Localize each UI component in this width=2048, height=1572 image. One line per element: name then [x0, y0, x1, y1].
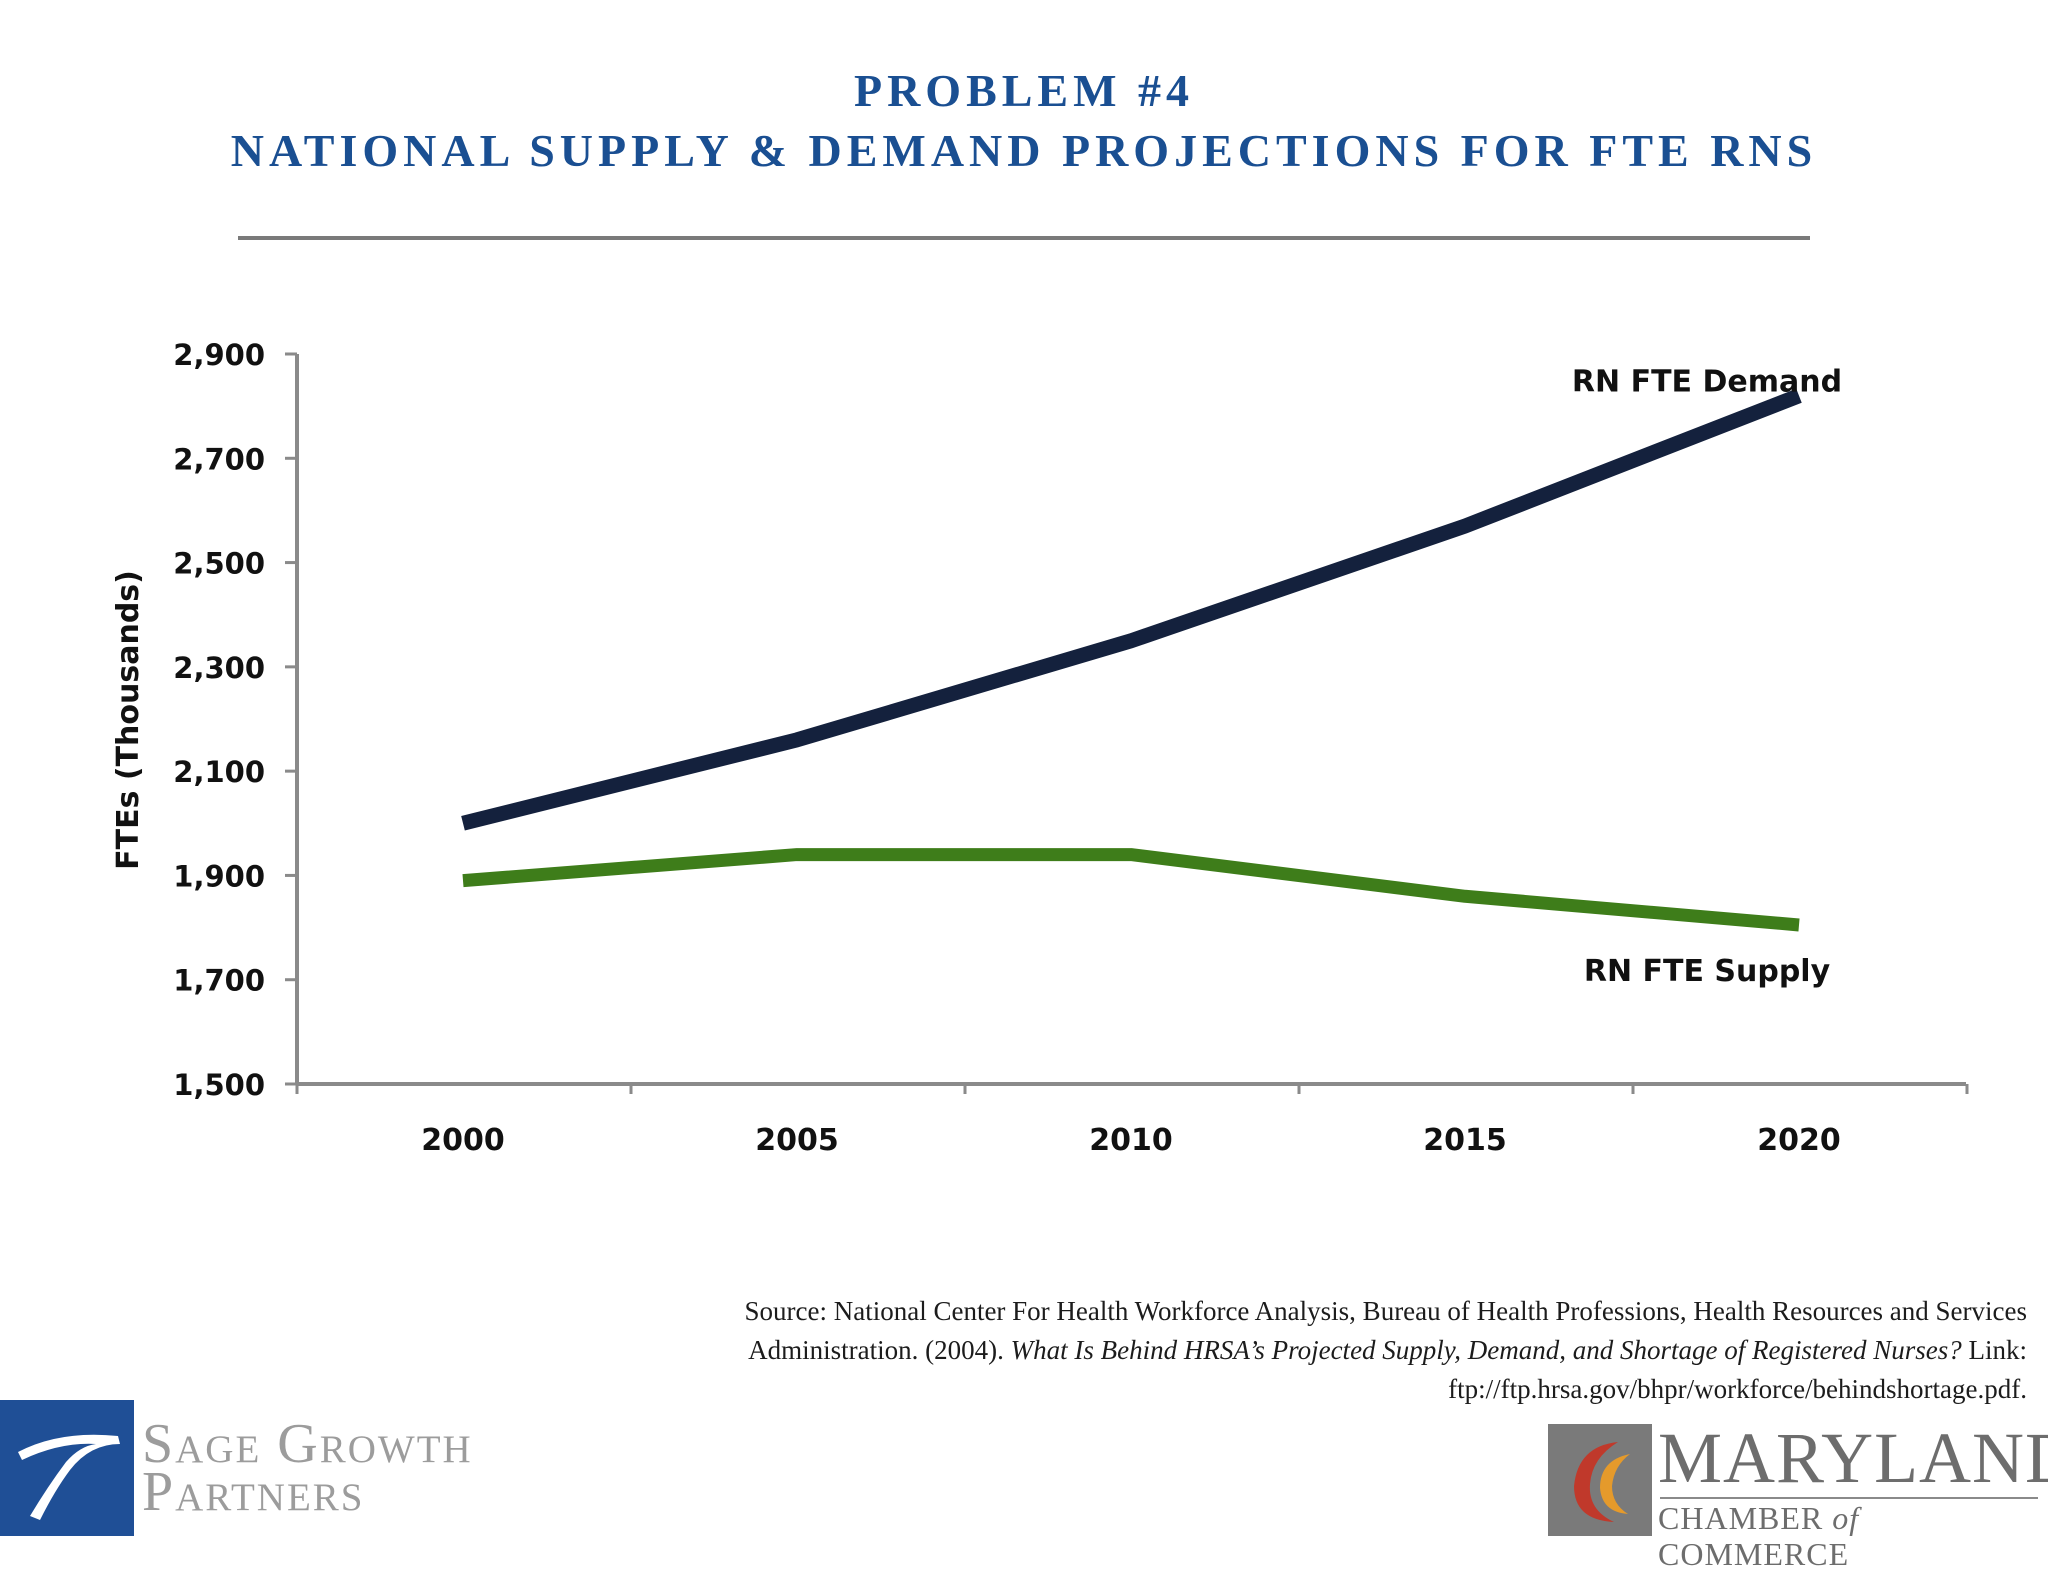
y-tick-label: 2,300: [173, 651, 265, 685]
y-tick-label: 2,500: [173, 547, 265, 581]
sage-logo-line1: Sage Growth: [142, 1413, 473, 1475]
line-chart: 1,500 1,700 1,900 2,100 2,300 2,500 2,700 2,900…: [111, 338, 1969, 1158]
y-axis-label: FTEs (Thousands): [111, 570, 146, 870]
sage-logo-line2: Partners: [142, 1461, 365, 1523]
x-tick-label: 2015: [1423, 1123, 1507, 1158]
y-tick-label: 1,700: [173, 964, 265, 998]
demand-series-line: [461, 388, 1802, 831]
slide-title-line2: NATIONAL SUPPLY & DEMAND PROJECTIONS FOR…: [230, 125, 1818, 176]
maryland-logo-line1: MARYLAND: [1658, 1418, 2048, 1498]
maryland-logo-divider: [1660, 1497, 2038, 1499]
x-tick-label: 2020: [1757, 1123, 1841, 1158]
source-citation: Source: National Center For Health Workf…: [727, 1292, 2028, 1409]
supply-series-label: RN FTE Supply: [1584, 954, 1831, 989]
x-tick-label: 2010: [1089, 1123, 1173, 1158]
x-tick-label: 2000: [421, 1123, 505, 1158]
source-prefix: Source: National Center For Health Workf…: [744, 1296, 2028, 1365]
sage-growth-logo-text: Sage Growth Partners: [142, 1413, 473, 1523]
y-tick-label: 2,100: [173, 755, 265, 789]
sage-growth-logo-icon: [0, 1400, 134, 1536]
title-divider: [238, 236, 1810, 240]
y-tick-label: 2,700: [173, 442, 265, 476]
demand-series-label: RN FTE Demand: [1572, 365, 1842, 400]
maryland-chamber-logo-icon: [1548, 1424, 1652, 1536]
supply-series-line: [462, 848, 1800, 932]
y-tick-label: 1,900: [173, 859, 265, 893]
source-title: What Is Behind HRSA’s Projected Supply, …: [1010, 1335, 1962, 1365]
x-tick-label: 2005: [755, 1123, 839, 1158]
source-link[interactable]: Link: ftp://ftp.hrsa.gov/bhpr/workforce/…: [1448, 1335, 2027, 1404]
maryland-logo-line2: CHAMBER of COMMERCE: [1658, 1500, 1860, 1572]
slide-title-line1: PROBLEM #4: [853, 65, 1195, 116]
y-tick-label: 2,900: [173, 338, 265, 372]
y-tick-label: 1,500: [173, 1068, 265, 1102]
